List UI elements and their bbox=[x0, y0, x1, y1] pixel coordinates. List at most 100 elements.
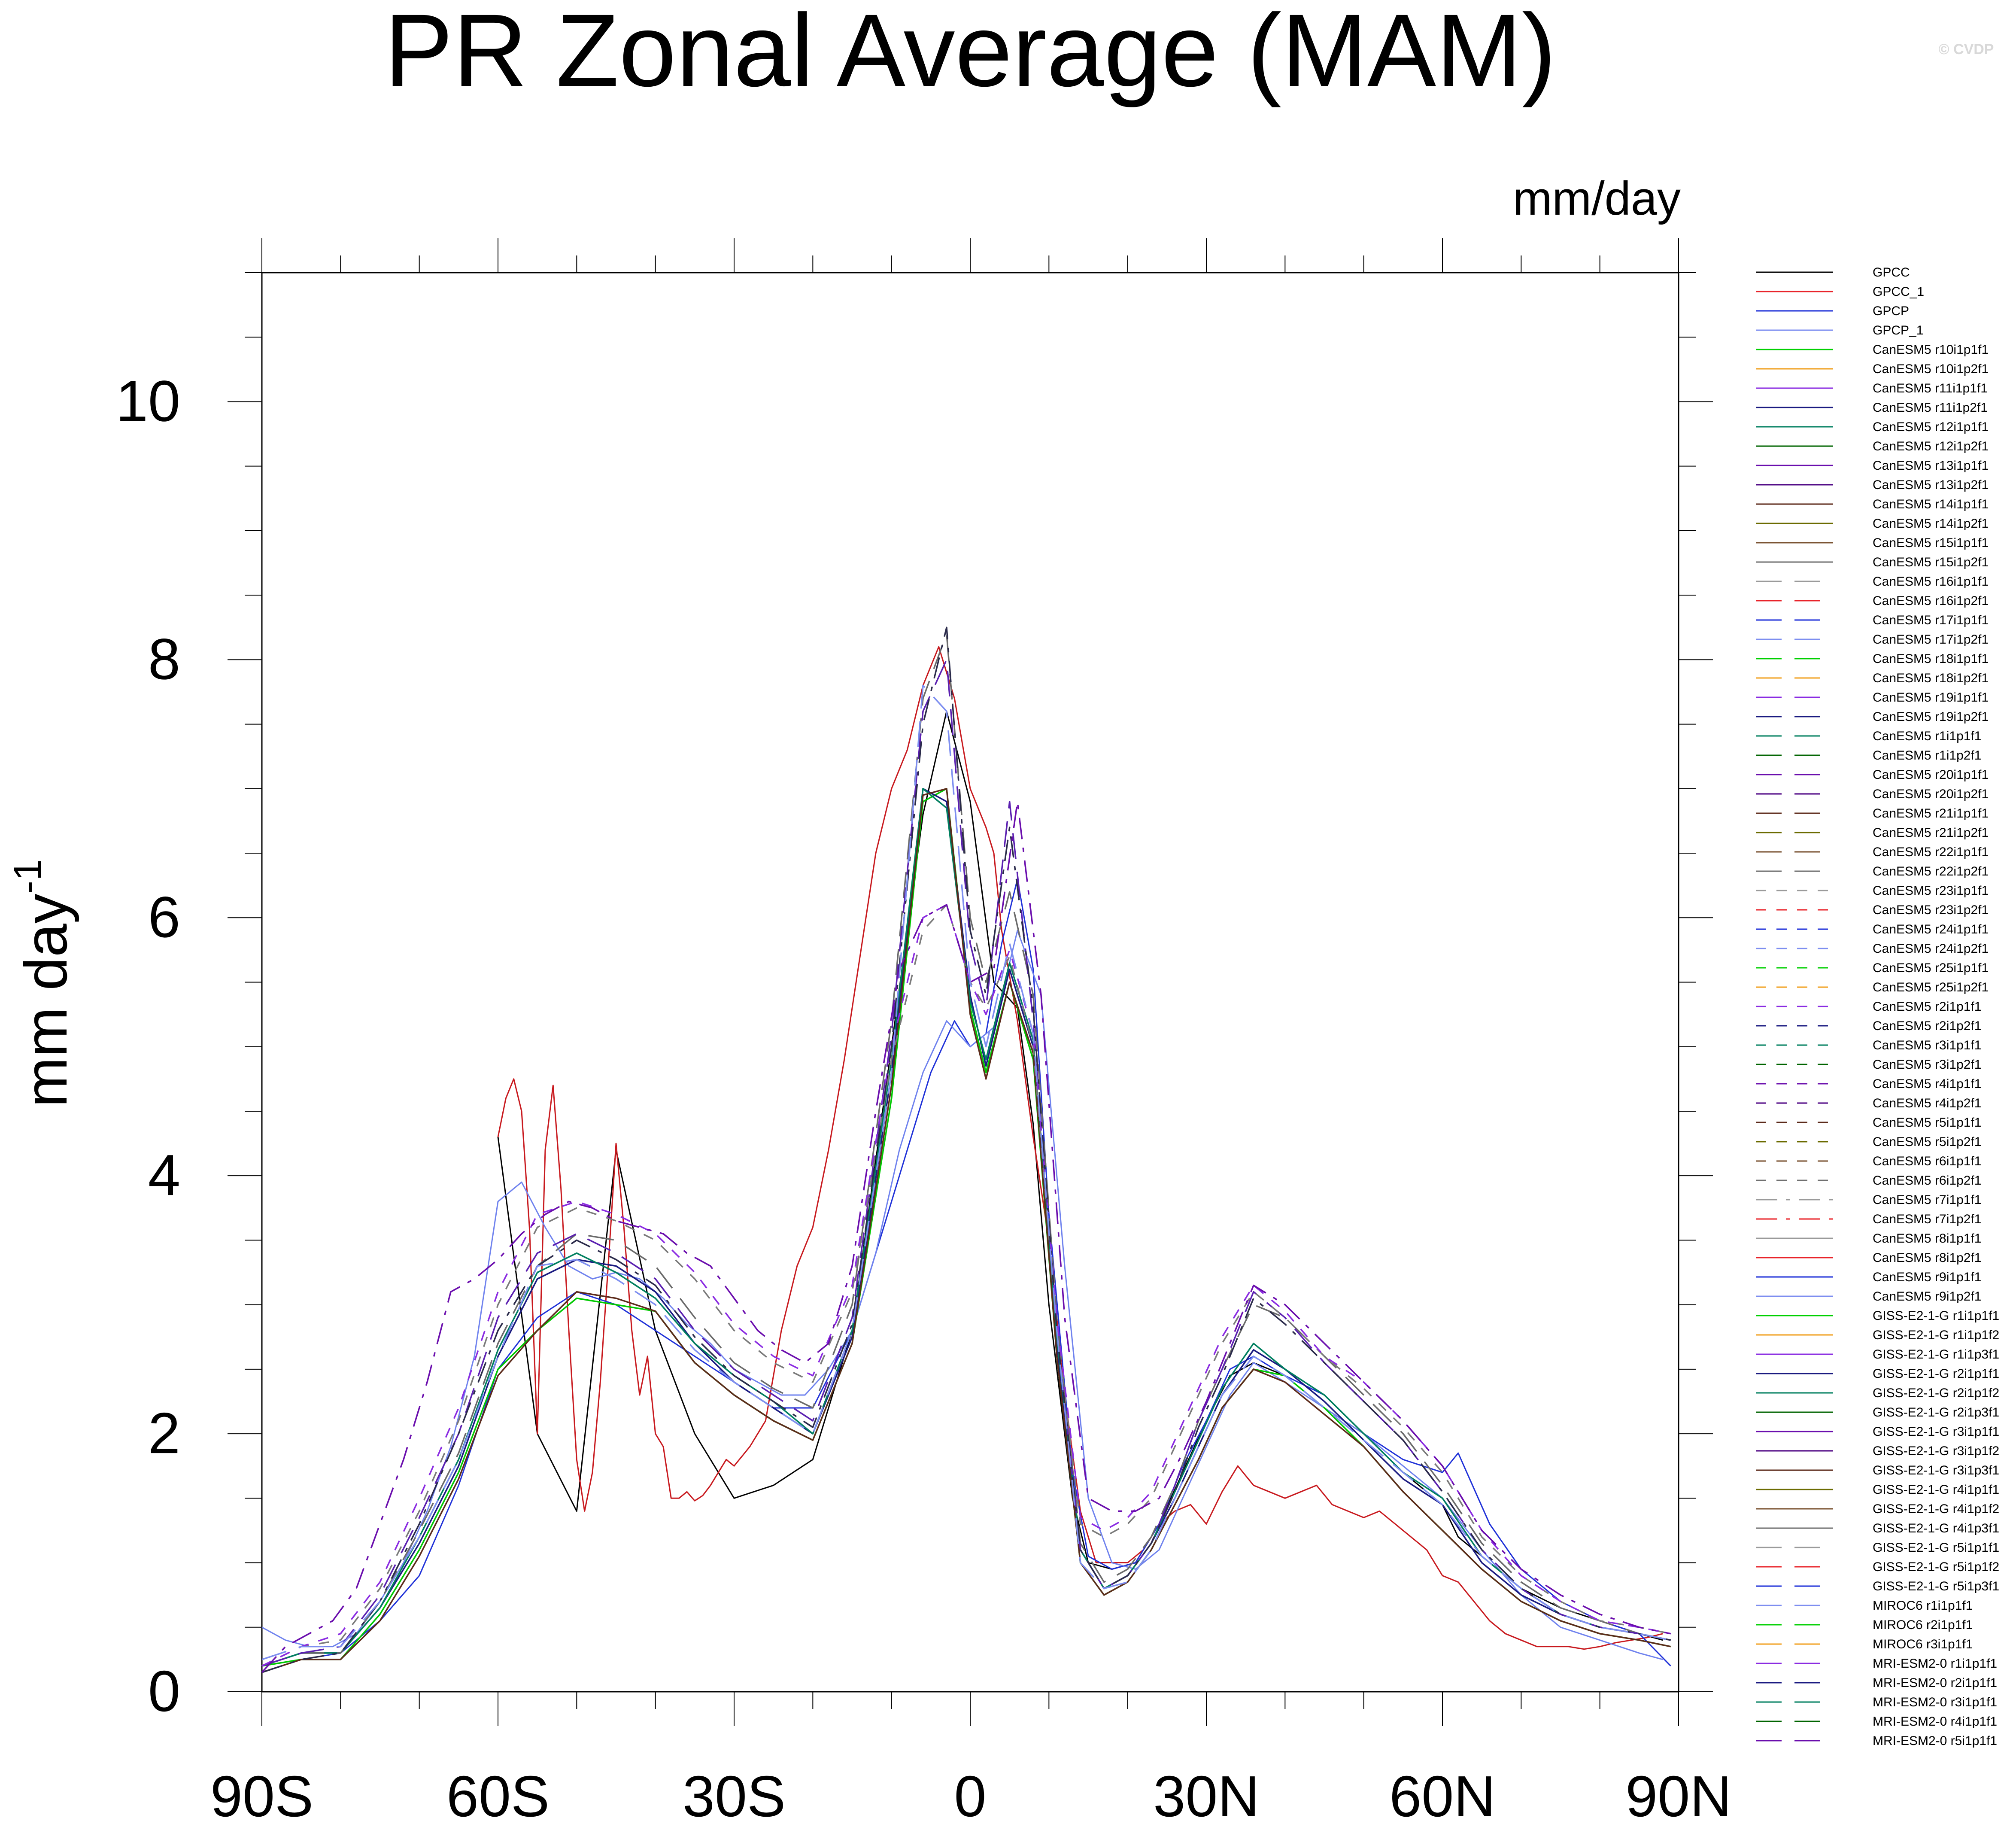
series-line bbox=[261, 788, 1671, 1667]
legend-label: CanESM5 r4i1p2f1 bbox=[1873, 1096, 1981, 1110]
watermark-text: © CVDP bbox=[1939, 41, 1994, 58]
legend-label: CanESM5 r10i1p2f1 bbox=[1873, 362, 1989, 376]
series-lines bbox=[261, 626, 1671, 1673]
legend-label: CanESM5 r9i1p2f1 bbox=[1873, 1289, 1981, 1304]
legend-label: CanESM5 r21i1p2f1 bbox=[1873, 826, 1989, 840]
legend-label: CanESM5 r15i1p2f1 bbox=[1873, 555, 1989, 569]
legend-label: CanESM5 r9i1p1f1 bbox=[1873, 1270, 1981, 1284]
series-line bbox=[261, 878, 1671, 1673]
legend-label: CanESM5 r16i1p1f1 bbox=[1873, 575, 1989, 589]
y-tick-labels: 0 2 4 6 8 10 bbox=[116, 368, 180, 1724]
legend-label: CanESM5 r7i1p1f1 bbox=[1873, 1193, 1981, 1207]
legend-label: MIROC6 r3i1p1f1 bbox=[1873, 1637, 1973, 1651]
legend-label: GPCC bbox=[1873, 265, 1910, 280]
x-tick-label: 30S bbox=[683, 1764, 786, 1829]
x-tick-label: 60S bbox=[446, 1764, 550, 1829]
legend-label: CanESM5 r22i1p1f1 bbox=[1873, 845, 1989, 859]
legend-label: CanESM5 r4i1p1f1 bbox=[1873, 1077, 1981, 1091]
legend-label: CanESM5 r18i1p2f1 bbox=[1873, 671, 1989, 685]
legend-label: CanESM5 r6i1p2f1 bbox=[1873, 1173, 1981, 1188]
axis-ticks bbox=[228, 238, 1713, 1726]
x-tick-label: 60N bbox=[1389, 1764, 1496, 1829]
legend-label: CanESM5 r11i1p1f1 bbox=[1873, 381, 1988, 395]
y-axis-label-main: mm day bbox=[12, 894, 79, 1107]
legend-label: CanESM5 r18i1p1f1 bbox=[1873, 652, 1989, 666]
y-axis-label: mm day-1 bbox=[6, 859, 79, 1107]
legend-label: CanESM5 r23i1p1f1 bbox=[1873, 884, 1989, 898]
legend-label: CanESM5 r15i1p1f1 bbox=[1873, 536, 1989, 550]
legend-label: GPCP bbox=[1873, 304, 1909, 318]
series-line bbox=[261, 904, 1671, 1667]
legend-label: GISS-E2-1-G r5i1p3f1 bbox=[1873, 1579, 1999, 1593]
legend-label: CanESM5 r3i1p1f1 bbox=[1873, 1038, 1981, 1052]
legend-label: CanESM5 r5i1p2f1 bbox=[1873, 1135, 1981, 1149]
series-line bbox=[261, 659, 1671, 1667]
y-tick-label: 10 bbox=[116, 368, 180, 433]
legend-label: CanESM5 r3i1p2f1 bbox=[1873, 1058, 1981, 1072]
legend-label: CanESM5 r17i1p2f1 bbox=[1873, 632, 1989, 647]
legend-label: CanESM5 r24i1p1f1 bbox=[1873, 922, 1989, 936]
legend: GPCC GPCC_1 GPCP GPCP_1 CanESM5 r10i1p1f1 Can… bbox=[1756, 265, 1999, 1748]
legend-label: CanESM5 r11i1p2f1 bbox=[1873, 401, 1988, 415]
series-line bbox=[497, 711, 1663, 1641]
units-label: mm/day bbox=[1513, 172, 1681, 225]
x-tick-labels: 90S 60S 30S 0 30N 60N 90N bbox=[210, 1764, 1732, 1829]
series-line bbox=[261, 904, 1671, 1667]
legend-label: MRI-ESM2-0 r5i1p1f1 bbox=[1873, 1734, 1997, 1748]
legend-label: GISS-E2-1-G r1i1p1f2 bbox=[1873, 1328, 1999, 1342]
legend-label: CanESM5 r14i1p1f1 bbox=[1873, 497, 1989, 511]
legend-label: CanESM5 r2i1p2f1 bbox=[1873, 1019, 1981, 1033]
y-tick-label: 0 bbox=[148, 1659, 180, 1724]
series-line bbox=[261, 684, 1671, 1660]
x-tick-label: 90N bbox=[1625, 1764, 1732, 1829]
legend-label: GISS-E2-1-G r2i1p1f1 bbox=[1873, 1367, 1999, 1381]
legend-label: CanESM5 r13i1p1f1 bbox=[1873, 459, 1989, 473]
legend-label: CanESM5 r19i1p2f1 bbox=[1873, 710, 1989, 724]
legend-label: CanESM5 r20i1p2f1 bbox=[1873, 787, 1989, 801]
legend-label: CanESM5 r24i1p2f1 bbox=[1873, 942, 1989, 956]
legend-label: CanESM5 r22i1p2f1 bbox=[1873, 864, 1989, 879]
legend-label: CanESM5 r25i1p1f1 bbox=[1873, 961, 1989, 975]
legend-label: CanESM5 r1i1p1f1 bbox=[1873, 729, 1981, 743]
y-tick-label: 2 bbox=[148, 1401, 180, 1465]
legend-label: MRI-ESM2-0 r2i1p1f1 bbox=[1873, 1676, 1997, 1690]
legend-label: CanESM5 r1i1p2f1 bbox=[1873, 748, 1981, 763]
y-tick-label: 4 bbox=[148, 1143, 180, 1207]
legend-label: CanESM5 r7i1p2f1 bbox=[1873, 1212, 1981, 1226]
legend-label: GISS-E2-1-G r3i1p1f1 bbox=[1873, 1425, 1999, 1439]
legend-label: CanESM5 r10i1p1f1 bbox=[1873, 343, 1989, 357]
series-line bbox=[497, 646, 1663, 1650]
legend-label: MRI-ESM2-0 r4i1p1f1 bbox=[1873, 1714, 1997, 1729]
chart-title: PR Zonal Average (MAM) bbox=[384, 0, 1556, 108]
x-tick-label: 0 bbox=[954, 1764, 986, 1829]
legend-label: CanESM5 r21i1p1f1 bbox=[1873, 806, 1989, 821]
legend-label: CanESM5 r8i1p1f1 bbox=[1873, 1231, 1981, 1246]
legend-label: GISS-E2-1-G r2i1p1f2 bbox=[1873, 1386, 1999, 1400]
y-axis-label-superscript: -1 bbox=[6, 859, 49, 894]
series-line bbox=[261, 930, 1663, 1660]
legend-label: CanESM5 r13i1p2f1 bbox=[1873, 478, 1989, 492]
legend-label: GISS-E2-1-G r4i1p1f2 bbox=[1873, 1502, 1999, 1516]
y-tick-label: 8 bbox=[148, 626, 180, 691]
legend-label: CanESM5 r23i1p2f1 bbox=[1873, 903, 1989, 917]
legend-label: MIROC6 r2i1p1f1 bbox=[1873, 1618, 1973, 1632]
legend-label: GPCC_1 bbox=[1873, 285, 1924, 299]
legend-label: CanESM5 r25i1p2f1 bbox=[1873, 980, 1989, 994]
y-tick-label: 6 bbox=[148, 885, 180, 949]
legend-label: CanESM5 r6i1p1f1 bbox=[1873, 1154, 1981, 1168]
series-line bbox=[261, 788, 1671, 1673]
legend-label: MRI-ESM2-0 r3i1p1f1 bbox=[1873, 1695, 1997, 1709]
legend-label: GISS-E2-1-G r5i1p1f1 bbox=[1873, 1541, 1999, 1555]
legend-label: MRI-ESM2-0 r1i1p1f1 bbox=[1873, 1657, 1997, 1671]
legend-label: MIROC6 r1i1p1f1 bbox=[1873, 1599, 1973, 1613]
legend-label: GISS-E2-1-G r3i1p1f2 bbox=[1873, 1444, 1999, 1458]
legend-label: GISS-E2-1-G r1i1p3f1 bbox=[1873, 1347, 1999, 1362]
legend-label: CanESM5 r20i1p1f1 bbox=[1873, 768, 1989, 782]
series-line bbox=[261, 788, 1671, 1667]
legend-label: GISS-E2-1-G r3i1p3f1 bbox=[1873, 1463, 1999, 1477]
legend-label: CanESM5 r12i1p2f1 bbox=[1873, 439, 1989, 453]
legend-label: GISS-E2-1-G r1i1p1f1 bbox=[1873, 1309, 1999, 1323]
legend-label: CanESM5 r8i1p2f1 bbox=[1873, 1251, 1981, 1265]
series-line bbox=[261, 788, 1671, 1667]
